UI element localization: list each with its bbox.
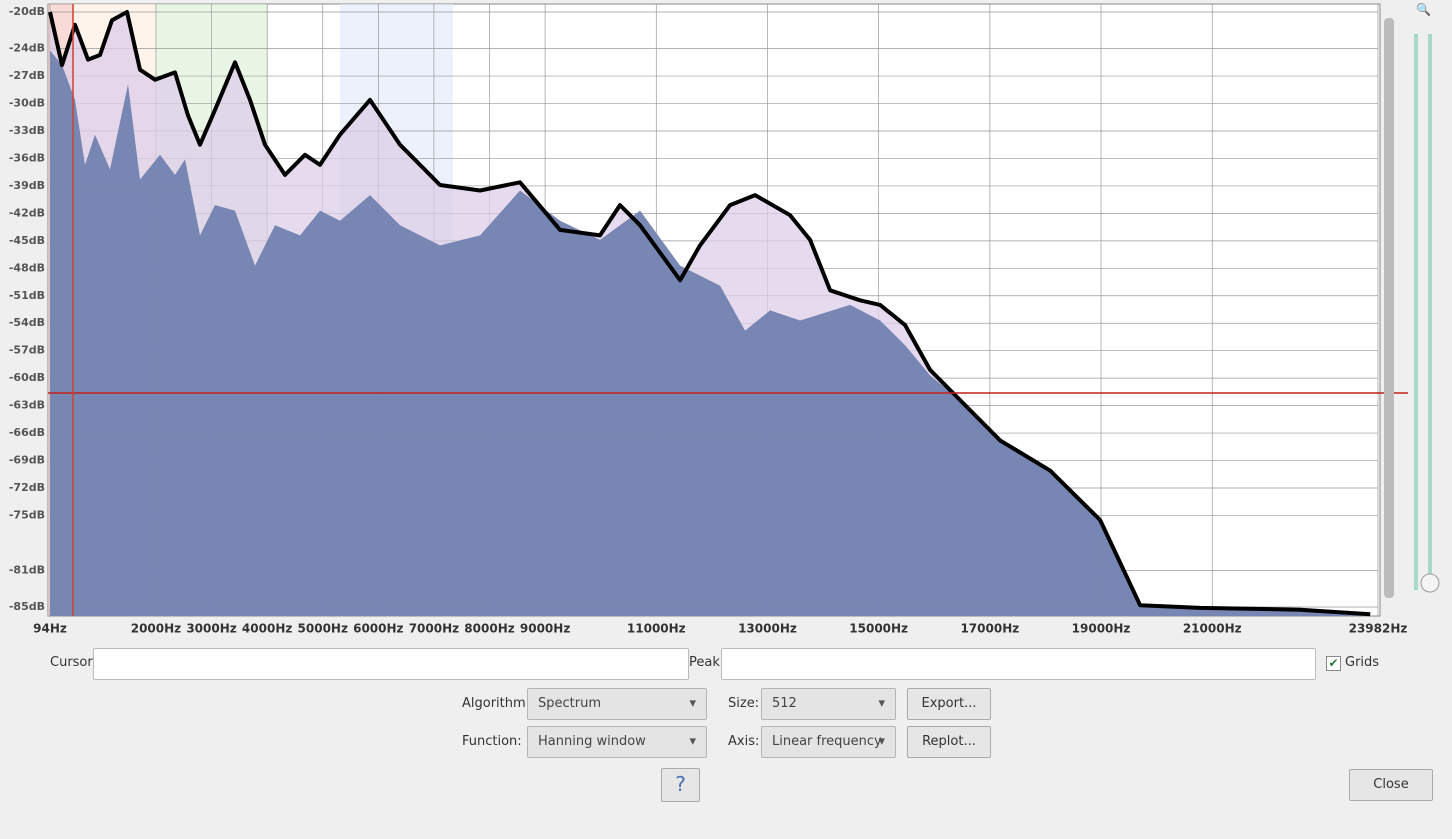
axis-select[interactable]: Linear frequency: [761, 726, 896, 758]
grids-checkbox[interactable]: ✔: [1326, 656, 1341, 671]
y-tick-label: -36dB: [9, 151, 45, 164]
x-tick-label: 8000Hz: [464, 622, 514, 636]
close-button[interactable]: Close: [1349, 769, 1433, 801]
y-tick-label: -63dB: [9, 399, 45, 412]
x-tick-label: 23982Hz: [1349, 622, 1408, 636]
size-value: 512: [772, 696, 797, 711]
x-tick-label: 94Hz: [33, 622, 67, 636]
y-tick-label: -51dB: [9, 289, 45, 302]
algorithm-select[interactable]: Spectrum: [527, 688, 707, 720]
x-tick-label: 17000Hz: [960, 622, 1019, 636]
export-button[interactable]: Export...: [907, 688, 991, 720]
y-tick-label: -24dB: [9, 42, 45, 55]
help-button[interactable]: ?: [661, 768, 700, 802]
y-tick-label: -69dB: [9, 454, 45, 467]
function-label: Function:: [462, 734, 522, 749]
x-tick-label: 6000Hz: [353, 622, 403, 636]
y-tick-label: -72dB: [9, 481, 45, 494]
y-tick-label: -30dB: [9, 97, 45, 110]
y-tick-label: -27dB: [9, 69, 45, 82]
grids-label: Grids: [1345, 655, 1380, 670]
cursor-field[interactable]: [93, 648, 689, 680]
spectrum-line: [48, 10, 1371, 617]
y-tick-label: -42dB: [9, 206, 45, 219]
x-tick-label: 3000Hz: [186, 622, 236, 636]
y-tick-label: -57dB: [9, 344, 45, 357]
x-tick-label: 15000Hz: [849, 622, 908, 636]
algorithm-label: Algorithm:: [462, 696, 531, 711]
zoom-slider[interactable]: [1420, 573, 1440, 593]
x-tick-label: 13000Hz: [738, 622, 797, 636]
marks: [48, 10, 1371, 617]
spectrum-chart: 🔍 -20dB -24dB -27dB -30dB -33dB -36dB -39dB -42…: [9, 2, 1440, 636]
zoom-track: [1414, 34, 1418, 590]
x-tick-label: 2000Hz: [131, 622, 181, 636]
zoom-in-icon[interactable]: 🔍: [1416, 2, 1431, 17]
y-tick-label: -66dB: [9, 426, 45, 439]
scrollbar[interactable]: [1384, 18, 1394, 598]
y-tick-label: -48dB: [9, 261, 45, 274]
peak-field[interactable]: [721, 648, 1316, 680]
x-tick-label: 11000Hz: [627, 622, 686, 636]
axis-value: Linear frequency: [772, 734, 882, 749]
peak-label: Peak:: [689, 655, 725, 670]
x-tick-label: 9000Hz: [520, 622, 570, 636]
size-select[interactable]: 512: [761, 688, 896, 720]
spectrum-area: [50, 50, 1371, 616]
x-tick-label: 21000Hz: [1183, 622, 1242, 636]
y-tick-label: -45dB: [9, 234, 45, 247]
y-tick-label: -81dB: [9, 563, 45, 576]
y-tick-label: -39dB: [9, 179, 45, 192]
y-tick-label: -85dB: [9, 600, 45, 613]
x-tick-label: 5000Hz: [298, 622, 348, 636]
y-tick-label: -60dB: [9, 371, 45, 384]
y-tick-label: -33dB: [9, 124, 45, 137]
replot-button[interactable]: Replot...: [907, 726, 991, 758]
function-select[interactable]: Hanning window: [527, 726, 707, 758]
x-tick-label: 4000Hz: [242, 622, 292, 636]
algorithm-value: Spectrum: [538, 696, 601, 711]
y-tick-label: -75dB: [9, 508, 45, 521]
x-tick-label: 19000Hz: [1072, 622, 1131, 636]
y-tick-label: -54dB: [9, 316, 45, 329]
size-label: Size:: [728, 696, 760, 711]
zoom-track: [1428, 34, 1432, 590]
x-tick-label: 7000Hz: [409, 622, 459, 636]
cursor-label: Cursor:: [50, 655, 97, 670]
axis-label: Axis:: [728, 734, 760, 749]
function-value: Hanning window: [538, 734, 646, 749]
y-tick-label: -20dB: [9, 5, 45, 18]
